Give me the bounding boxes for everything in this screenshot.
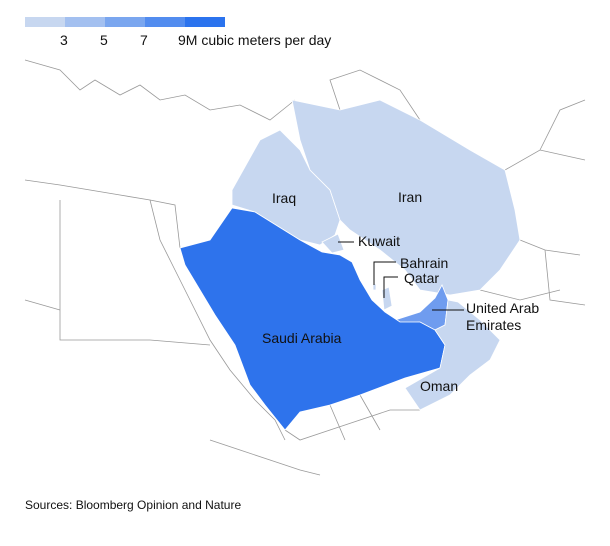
label-saudi-arabia: Saudi Arabia <box>262 330 342 346</box>
country-oman[interactable] <box>404 299 501 411</box>
label-uae-line2: Emirates <box>466 317 522 333</box>
label-iraq: Iraq <box>272 190 297 206</box>
leader-lines <box>338 241 464 311</box>
country-kuwait[interactable] <box>321 233 345 254</box>
label-oman: Oman <box>420 378 459 394</box>
legend-swatch-2 <box>65 17 105 27</box>
label-iran: Iran <box>398 189 423 205</box>
country-iran[interactable] <box>291 99 521 296</box>
label-uae-line1: United Arab <box>466 300 540 316</box>
legend-swatch-4 <box>145 17 185 27</box>
legend-swatch-5 <box>185 17 225 27</box>
source-note: Sources: Bloomberg Opinion and Nature <box>25 498 242 512</box>
label-kuwait: Kuwait <box>358 233 401 249</box>
coastlines <box>24 59 586 476</box>
qatar-leader-line <box>383 276 398 298</box>
label-qatar: Qatar <box>404 270 440 286</box>
legend-tick: 3 <box>60 32 68 48</box>
legend-tick: 5 <box>100 32 108 48</box>
countries <box>179 99 521 431</box>
legend-tick: 7 <box>140 32 148 48</box>
legend-tick: 9M cubic meters per day <box>178 32 332 48</box>
country-bahrain[interactable] <box>372 283 377 291</box>
label-bahrain: Bahrain <box>400 255 449 271</box>
legend-swatch-1 <box>25 17 65 27</box>
legend-swatch-3 <box>105 17 145 27</box>
bahrain-leader-line <box>373 261 396 285</box>
